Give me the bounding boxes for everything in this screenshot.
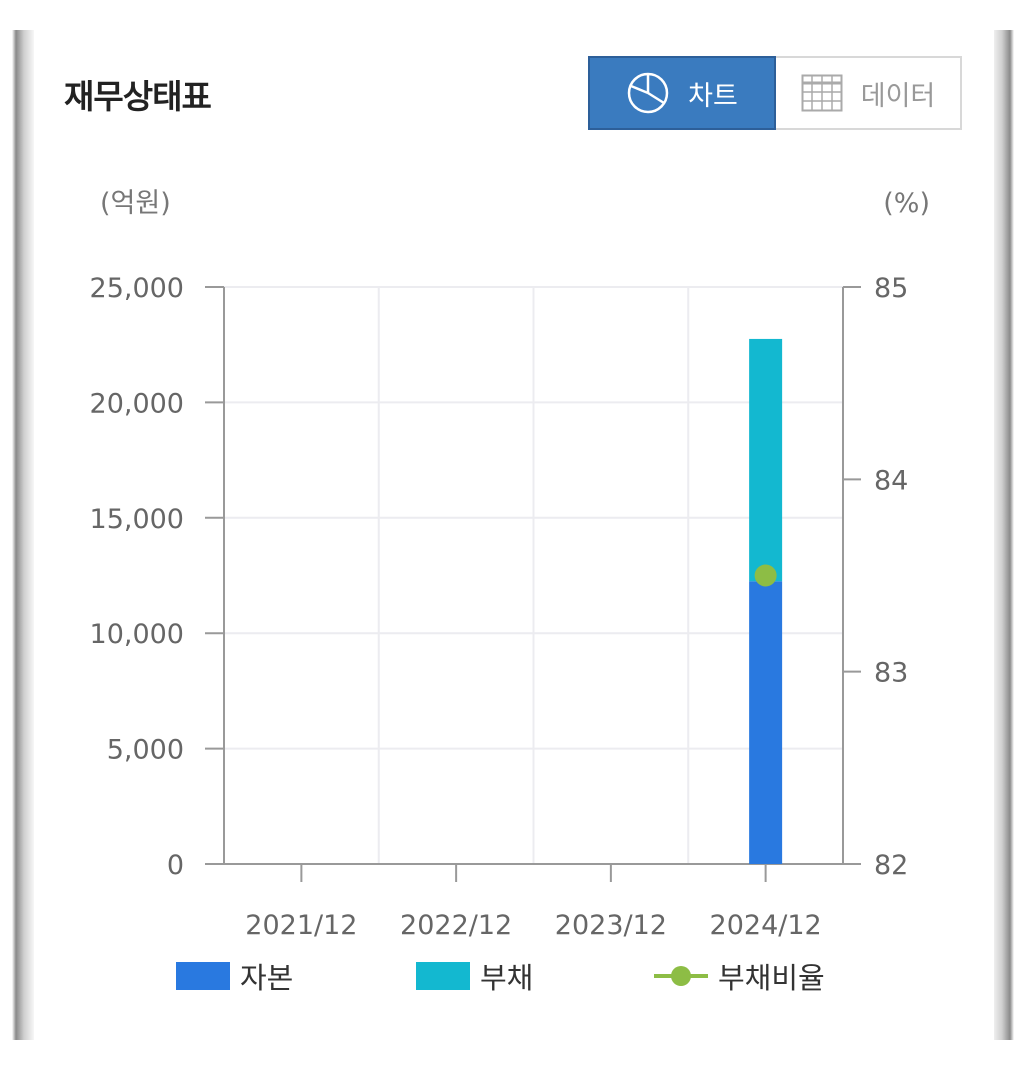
bar-liabilities [749,338,783,582]
card-shadow-right [988,30,1026,1040]
data-view-button[interactable]: 데이터 [776,56,962,130]
legend-item-debt-ratio[interactable]: 부채비율 [654,955,825,997]
card-shadow-left [0,30,38,1040]
right-axis-tick-label: 82 [874,850,908,881]
legend-label-liabilities: 부채 [480,961,534,995]
point-debt-ratio [754,564,777,587]
card-title: 재무상태표 [64,77,212,116]
left-axis-tick-label: 10,000 [90,619,184,650]
legend-swatch-capital [176,962,230,990]
legend-swatch-liabilities [416,962,470,990]
legend-line-marker-debt-ratio [654,966,708,986]
bar-capital [749,581,783,864]
chart-view-button[interactable]: 차트 [588,56,776,130]
right-axis-tick-label: 84 [874,465,908,496]
left-axis-tick-label: 20,000 [90,388,184,419]
data-view-label: 데이터 [860,80,936,112]
balance-sheet-card: 재무상태표 차트 데이터 [34,30,994,1040]
right-axis-tick-label: 83 [874,658,908,689]
x-axis-tick-label: 2024/12 [710,910,822,941]
left-axis-tick-label: 0 [167,850,184,881]
legend-label-capital: 자본 [240,961,294,995]
balance-sheet-chart: (억원) (%) 0 5,000 10,000 15,000 20,000 25,000 8… [90,188,930,941]
view-toggle: 차트 데이터 [588,56,962,130]
chart-legend: 자본 부채 부채비율 [140,955,900,995]
legend-item-liabilities[interactable]: 부채 [416,955,533,997]
right-axis-unit: (%) [883,188,930,219]
legend-label-debt-ratio: 부채비율 [718,961,825,995]
legend-item-capital[interactable]: 자본 [176,955,293,997]
x-axis-tick-label: 2021/12 [245,910,357,941]
chart-view-label: 차트 [688,80,738,112]
left-axis-unit: (억원) [100,188,171,219]
right-axis-tick-label: 85 [874,273,908,304]
table-grid-icon [801,74,843,112]
left-axis-tick-label: 15,000 [90,504,184,535]
x-axis-tick-label: 2022/12 [400,910,512,941]
left-axis-tick-label: 25,000 [90,273,184,304]
left-axis-tick-label: 5,000 [107,735,184,766]
pie-chart-icon [627,72,669,114]
x-axis-tick-label: 2023/12 [555,910,667,941]
